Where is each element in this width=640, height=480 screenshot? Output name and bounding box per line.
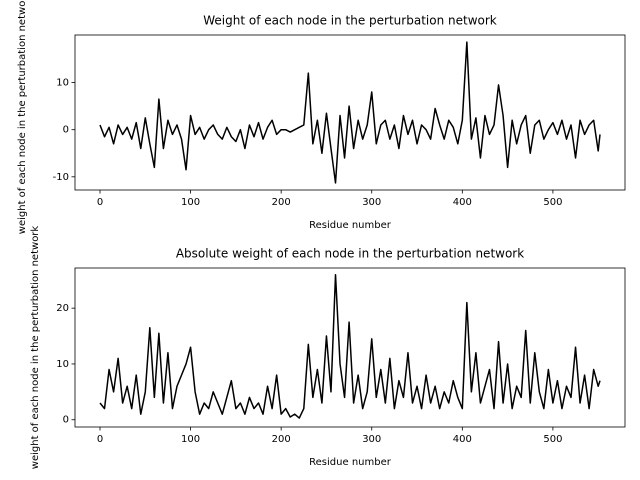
x-tick-label: 100 <box>181 434 200 445</box>
x-axis-label: Residue number <box>309 457 392 468</box>
axes-frame <box>74 34 626 191</box>
y-tick-label: -10 <box>53 172 69 183</box>
y-tick-label: 10 <box>56 78 69 89</box>
y-axis-label: weight of each node in the perturbation … <box>17 0 28 234</box>
x-tick-label: 300 <box>362 197 381 208</box>
y-axis-label: weight of each node in the perturbation … <box>30 226 41 470</box>
x-tick-label: 0 <box>97 434 103 445</box>
y-tick-label: 20 <box>56 303 69 314</box>
y-tick-label: 10 <box>56 359 69 370</box>
chart-title: Weight of each node in the perturbation … <box>203 14 497 28</box>
x-tick-label: 500 <box>543 197 562 208</box>
chart-title: Absolute weight of each node in the pert… <box>176 247 524 261</box>
data-line <box>99 273 601 419</box>
x-tick-label: 300 <box>362 434 381 445</box>
x-tick-label: 200 <box>272 197 291 208</box>
x-tick-label: 400 <box>453 434 472 445</box>
x-tick-label: 0 <box>97 197 103 208</box>
data-line <box>99 41 601 184</box>
x-axis-label: Residue number <box>309 220 392 231</box>
x-tick-label: 400 <box>453 197 472 208</box>
y-tick-label: 0 <box>63 415 69 426</box>
y-tick-label: 0 <box>63 125 69 136</box>
x-tick-label: 200 <box>272 434 291 445</box>
x-tick-label: 500 <box>543 434 562 445</box>
x-tick-label: 100 <box>181 197 200 208</box>
axes-frame <box>74 267 626 428</box>
